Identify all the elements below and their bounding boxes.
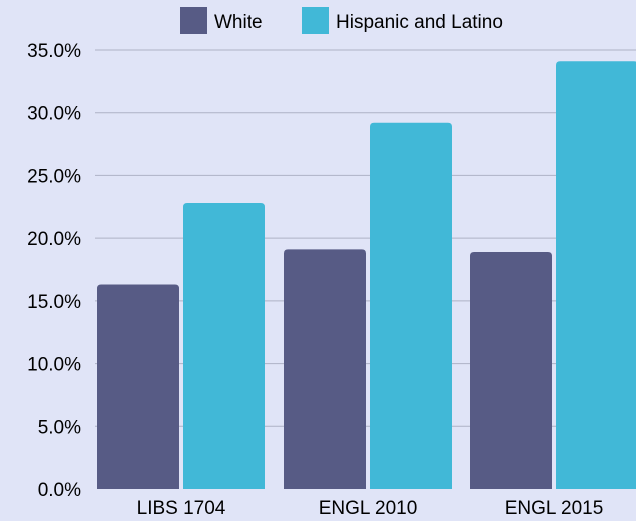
x-axis-categories: LIBS 1704 ENGL 2010 ENGL 2015 <box>137 498 604 519</box>
legend-item-hispanic-latino: Hispanic and Latino <box>302 7 503 34</box>
bar-white-engl-2010 <box>284 249 366 489</box>
y-tick-label: 5.0% <box>38 417 81 438</box>
legend-item-white: White <box>180 7 263 34</box>
bar-hispanic-latino-engl-2015 <box>556 61 636 489</box>
y-tick-label: 0.0% <box>38 480 81 501</box>
bar-hispanic-latino-libs-1704 <box>183 203 265 489</box>
x-category-label: ENGL 2010 <box>319 498 418 519</box>
bars <box>97 61 636 490</box>
y-tick-label: 20.0% <box>27 229 81 250</box>
legend-swatch-hispanic-latino <box>302 7 329 34</box>
y-tick-label: 25.0% <box>27 166 81 187</box>
bar-white-engl-2015 <box>470 251 552 489</box>
legend: White Hispanic and Latino <box>180 7 503 34</box>
x-category-label: ENGL 2015 <box>505 498 604 519</box>
legend-label-hispanic-latino: Hispanic and Latino <box>336 12 503 33</box>
bar-white-libs-1704 <box>97 284 179 489</box>
y-tick-label: 35.0% <box>27 41 81 62</box>
legend-swatch-white <box>180 7 207 34</box>
x-category-label: LIBS 1704 <box>137 498 226 519</box>
y-tick-label: 30.0% <box>27 104 81 125</box>
bar-hispanic-latino-engl-2010 <box>370 122 452 490</box>
y-axis-ticks: 0.0% 5.0% 10.0% 15.0% 20.0% 25.0% 30.0% 35.0% <box>27 41 81 501</box>
legend-label-white: White <box>214 12 263 33</box>
y-tick-label: 10.0% <box>27 355 81 376</box>
y-tick-label: 15.0% <box>27 292 81 313</box>
